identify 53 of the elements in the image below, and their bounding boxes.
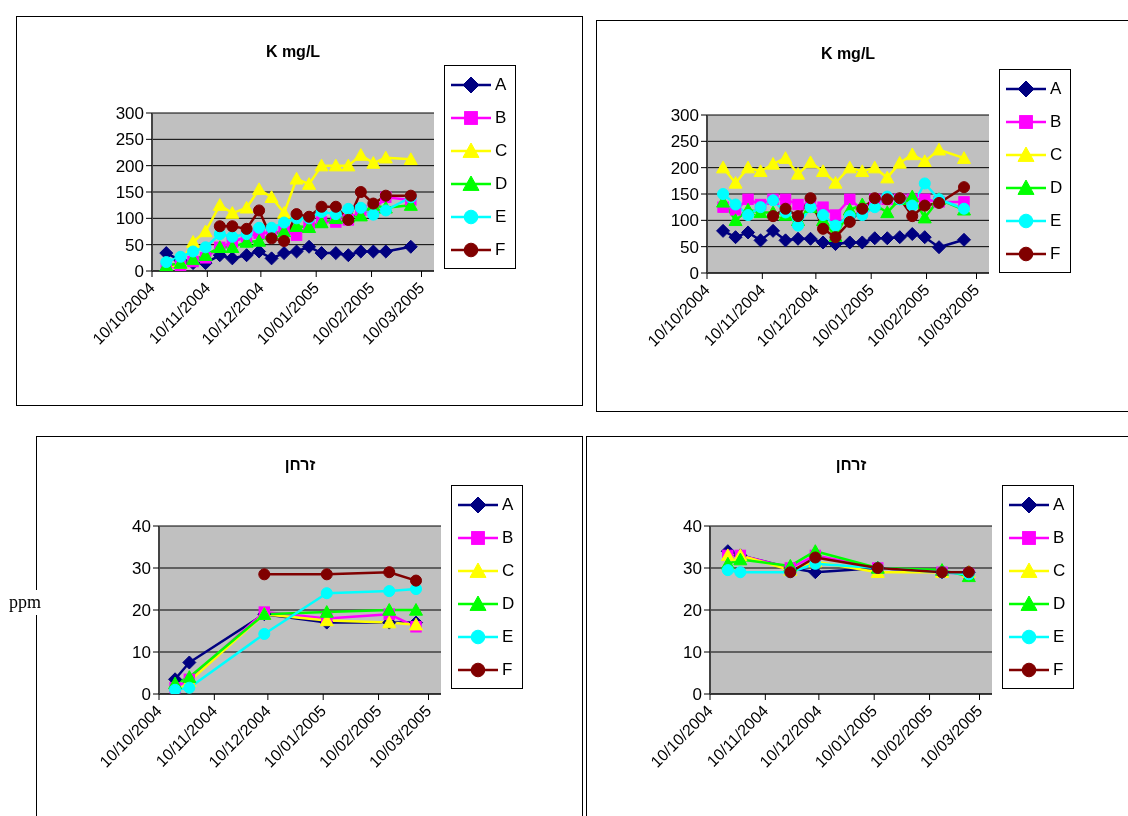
legend-label: B	[502, 527, 514, 548]
y-tick-label: 50	[680, 237, 699, 257]
y-tick-label: 0	[692, 685, 702, 705]
chart-title: K mg/L	[819, 45, 877, 63]
legend-label: E	[1053, 626, 1065, 647]
y-tick-label: 300	[670, 106, 699, 126]
y-tick-label: 250	[115, 130, 144, 150]
y-axis-title: ppm	[9, 590, 42, 615]
chart-title: זרחן	[283, 456, 317, 474]
y-tick-label: 30	[132, 559, 151, 579]
y-tick-label: 0	[141, 685, 151, 705]
legend-label: F	[1050, 243, 1061, 264]
legend-label: C	[495, 140, 508, 161]
y-tick-label: 10	[132, 643, 151, 663]
y-tick-label: 10	[683, 643, 702, 663]
y-tick-label: 200	[670, 158, 699, 178]
legend-label: A	[502, 494, 514, 515]
chart-title: K mg/L	[264, 43, 322, 61]
legend-label: D	[1050, 177, 1063, 198]
y-tick-label: 250	[670, 132, 699, 152]
legend-label: F	[495, 239, 506, 260]
y-tick-label: 150	[670, 185, 699, 205]
legend-label: A	[1053, 494, 1065, 515]
y-tick-label: 30	[683, 559, 702, 579]
legend-label: D	[502, 593, 515, 614]
y-tick-label: 40	[132, 517, 151, 537]
legend-label: C	[502, 560, 515, 581]
legend-label: E	[495, 206, 507, 227]
legend-label: A	[1050, 78, 1062, 99]
legend-label: B	[495, 107, 507, 128]
y-tick-label: 300	[115, 104, 144, 124]
legend-label: E	[1050, 210, 1062, 231]
y-tick-label: 50	[125, 235, 144, 255]
y-tick-label: 40	[683, 517, 702, 537]
legend-label: E	[502, 626, 514, 647]
legend-label: C	[1050, 144, 1063, 165]
legend-label: C	[1053, 560, 1066, 581]
chart-title: זרחן	[834, 456, 868, 474]
legend-label: B	[1053, 527, 1065, 548]
y-tick-label: 200	[115, 156, 144, 176]
y-tick-label: 20	[132, 601, 151, 621]
legend-label: B	[1050, 111, 1062, 132]
legend-label: F	[1053, 659, 1064, 680]
y-tick-label: 20	[683, 601, 702, 621]
y-tick-label: 0	[134, 262, 144, 282]
y-tick-label: 0	[689, 264, 699, 284]
legend-label: A	[495, 74, 507, 95]
y-tick-label: 150	[115, 183, 144, 203]
y-tick-label: 100	[670, 211, 699, 231]
legend-label: F	[502, 659, 513, 680]
legend-label: D	[1053, 593, 1066, 614]
legend-label: D	[495, 173, 508, 194]
y-tick-label: 100	[115, 209, 144, 229]
